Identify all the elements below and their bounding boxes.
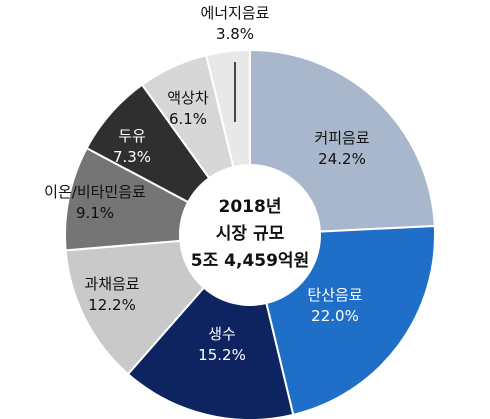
slice-name-label: 커피음료 [314, 129, 369, 147]
center-title: 시장 규모 [216, 224, 285, 244]
slice-value-label: 22.0% [311, 307, 359, 325]
slice-name-label: 탄산음료 [307, 286, 362, 304]
slice-value-label: 24.2% [318, 150, 366, 168]
slice-value-label: 6.1% [169, 110, 207, 128]
slice-name-label: 에너지음료 [200, 4, 269, 22]
center-year: 2018년 [219, 197, 282, 217]
slice-value-label: 9.1% [76, 204, 114, 222]
slice-name-label: 이온/비타민음료 [44, 183, 146, 201]
slice-name-label: 두유 [118, 127, 146, 145]
center-market-size: 5조 4,459억원 [191, 251, 309, 271]
slice-name-label: 생수 [208, 325, 236, 343]
slice-value-label: 15.2% [198, 346, 246, 364]
slice-value-label: 12.2% [88, 296, 136, 314]
slice-labels: 커피음료 24.2% 탄산음료 22.0% 생수 15.2% 과채음료 12.2% 이온/비타민… [44, 4, 370, 364]
slice-name-label: 액상차 [167, 89, 209, 107]
donut-center [180, 165, 320, 305]
slice-name-label: 과채음료 [84, 275, 139, 293]
slice-value-label: 7.3% [113, 148, 151, 166]
slice-value-label: 3.8% [216, 25, 254, 43]
